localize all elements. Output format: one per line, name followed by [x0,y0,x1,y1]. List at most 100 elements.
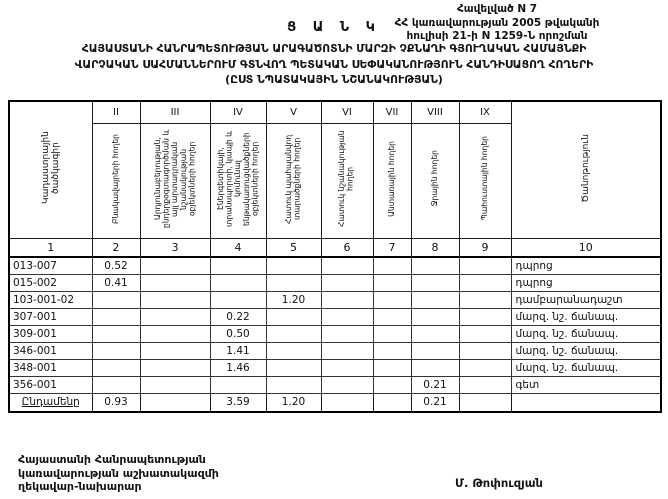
roman-numeral-row: Կադաստրային ծածկագիր II III IV V VI VII … [8,100,662,239]
signatory-title-line-3: ղեկավար-նախարար [18,480,142,493]
value-cell: 0.21 [410,375,460,394]
value-cell [372,256,412,275]
note-cell: մարզ. նշ. ճանապ. [510,341,662,360]
category-header-cell: Հատուկ նշանակության հողեր [320,122,374,239]
category-header: Ջրային հողեր [429,150,439,207]
value-cell [372,341,412,360]
value-cell [139,307,211,326]
column-number-row: 1 2 3 4 5 6 7 8 9 10 [8,237,662,258]
value-cell [410,256,460,275]
value-cell [410,341,460,360]
category-header: Հատուկ նշանակության հողեր [337,130,355,227]
category-header: Բնակավայրերի հողեր [110,133,120,224]
value-cell [372,290,412,309]
table-row: 348-001 1.46 մարզ. նշ. ճանապ. [8,358,662,377]
value-cell [139,341,211,360]
value-cell [410,307,460,326]
total-value-cell [372,392,412,413]
value-cell [139,290,211,309]
table-row: 346-001 1.41 մարզ. նշ. ճանապ. [8,341,662,360]
column-number: 7 [372,237,412,258]
total-value-cell [458,392,512,413]
value-cell [209,273,267,292]
value-cell: 1.46 [209,358,267,377]
document-type-heading: Ց Ա Ն Կ [287,20,381,35]
value-cell [139,273,211,292]
value-cell [265,273,322,292]
column-number: 6 [320,237,374,258]
cadastral-code-cell: 307-001 [8,307,93,326]
cadastral-code-cell: 309-001 [8,324,93,343]
value-cell [265,307,322,326]
note-header-cell: Ծանոթություն [510,100,662,239]
value-cell [458,324,512,343]
roman-numeral: II [91,100,141,124]
value-cell [458,290,512,309]
column-number: 5 [265,237,322,258]
column-number: 10 [510,237,662,258]
value-cell: 1.41 [209,341,267,360]
total-note-cell [510,392,662,413]
value-cell [458,375,512,394]
value-cell [372,324,412,343]
signatory-title-block: Հայաստանի Հանրապետության կառավարության ա… [18,453,219,494]
roman-numeral: IX [458,100,512,124]
value-cell: 1.20 [265,290,322,309]
column-number: 3 [139,237,211,258]
value-cell [320,290,374,309]
value-cell [320,307,374,326]
appendix-reference-block: Հավելված N 7 ՀՀ կառավարության 2005 թվակա… [332,3,662,44]
value-cell [265,256,322,275]
value-cell [458,256,512,275]
total-value-cell: 1.20 [265,392,322,413]
roman-numeral: VII [372,100,412,124]
appendix-number: Հավելված N 7 [456,3,538,15]
cadastral-code-cell: 348-001 [8,358,93,377]
total-value-cell [139,392,211,413]
decree-authority: ՀՀ կառավարության 2005 թվականի [394,16,600,29]
signatory-name: Մ. Թոփուզյան [455,476,543,490]
value-cell [458,307,512,326]
title-line-2: ՎԱՐՉԱԿԱՆ ՍԱՀՄԱՆՆԵՐՈՒՄ ԳՏՆՎՈՂ ՊԵՏԱԿԱՆ ՍԵՓ… [74,57,594,71]
table-row: 307-001 0.22 մարզ. նշ. ճանապ. [8,307,662,326]
value-cell: 0.52 [91,256,141,275]
column-number: 8 [410,237,460,258]
column-number: 2 [91,237,141,258]
cadastral-code-cell: 346-001 [8,341,93,360]
total-row: Ընդամենը 0.93 3.59 1.20 0.21 [8,392,662,413]
note-cell: դպրոց [510,273,662,292]
value-cell: 0.41 [91,273,141,292]
table-body: 013-007 0.52 դպրոց 015-002 0.41 [8,256,662,394]
value-cell [372,358,412,377]
category-header: Էներգետիկայի, տրանսպորտի, կապի և կոմունա… [215,130,259,227]
value-cell [372,273,412,292]
total-value-cell: 0.21 [410,392,460,413]
category-header: Պահուստային հողեր [479,136,489,221]
decree-number-date: հուլիսի 21-ի N 1259-Ն որոշման [406,30,588,42]
value-cell [209,290,267,309]
roman-numeral: III [139,100,211,124]
category-header-row: Բնակավայրերի հողեր Արդյունաբերության, ըն… [9,122,661,239]
value-cell [139,256,211,275]
value-cell: 0.50 [209,324,267,343]
cadastral-code-cell: 015-002 [8,273,93,292]
note-cell: մարզ. նշ. ճանապ. [510,324,662,343]
cadastral-code-cell: 013-007 [8,256,93,275]
signatory-title-line-2: կառավարության աշխատակազմի [18,466,219,480]
value-cell [265,324,322,343]
value-cell [372,375,412,394]
note-cell: մարզ. նշ. ճանապ. [510,358,662,377]
table-row: 013-007 0.52 դպրոց [8,256,662,275]
value-cell [410,324,460,343]
column-number: 9 [458,237,512,258]
table-total-section: Ընդամենը 0.93 3.59 1.20 0.21 [8,392,662,413]
value-cell [410,290,460,309]
value-cell [139,358,211,377]
table-row: 309-001 0.50 մարզ. նշ. ճանապ. [8,324,662,343]
note-cell: գետ [510,375,662,394]
roman-numeral: VIII [410,100,460,124]
category-header-cell: Արդյունաբերության, ընդերքօգտագործման և ա… [139,122,211,239]
cadastral-code-cell: 356-001 [8,375,93,394]
value-cell [265,358,322,377]
